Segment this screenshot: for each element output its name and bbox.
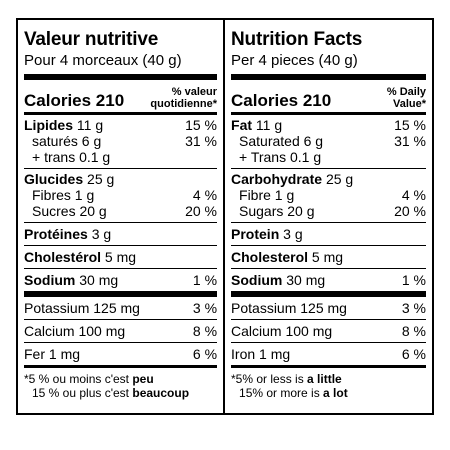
divider: [24, 342, 218, 343]
calories-label: Calories 210: [231, 91, 332, 110]
divider: [231, 291, 426, 297]
fat-row: Lipides 11 g 15 %: [24, 117, 218, 133]
fibre-row: Fibre 1 g 4 %: [239, 187, 426, 203]
divider: [231, 365, 426, 368]
fat-block: Lipides 11 g 15 % saturés 6 g 31 % + tra…: [24, 115, 217, 168]
serving-size: Per 4 pieces (40 g): [231, 52, 358, 69]
daily-value-header: % valeur quotidienne*: [150, 86, 218, 110]
potassium-row: Potassium 125 mg 3 %: [24, 300, 218, 316]
cholesterol-row: Cholestérol 5 mg: [24, 249, 137, 265]
trans-row: + Trans 0.1 g: [239, 149, 322, 165]
divider: [24, 112, 218, 115]
nutrition-label: Valeur nutritive Pour 4 morceaux (40 g) …: [16, 18, 434, 415]
divider: [231, 112, 426, 115]
fat-block: Fat 11 g 15 % Saturated 6 g 31 % + Trans…: [231, 115, 426, 168]
footnote: *5 % ou moins c'est peu 15 % ou plus c'e…: [24, 372, 190, 400]
daily-value-header: % Daily Value*: [386, 86, 426, 110]
calories-label: Calories 210: [24, 91, 125, 110]
panel-english: Nutrition Facts Per 4 pieces (40 g) Calo…: [225, 20, 432, 413]
protein-row: Protein 3 g: [231, 226, 303, 242]
sodium-row: Sodium 30 mg 1 %: [231, 272, 426, 288]
iron-row: Fer 1 mg 6 %: [24, 346, 218, 362]
serving-size: Pour 4 morceaux (40 g): [24, 52, 182, 69]
panel-title: Nutrition Facts: [231, 29, 363, 50]
iron-row: Iron 1 mg 6 %: [231, 346, 426, 362]
fibre-row: Fibres 1 g 4 %: [32, 187, 218, 203]
panel-title: Valeur nutritive: [24, 29, 159, 50]
trans-row: + trans 0.1 g: [32, 149, 111, 165]
potassium-row: Potassium 125 mg 3 %: [231, 300, 426, 316]
saturated-row: saturés 6 g 31 %: [32, 133, 218, 149]
divider: [231, 168, 426, 169]
carb-block: Carbohydrate 25 g Fibre 1 g 4 % Sugars 2…: [231, 169, 426, 222]
divider: [24, 365, 218, 368]
saturated-pct: 31 %: [185, 133, 218, 149]
divider: [231, 245, 426, 246]
sugar-row: Sucres 20 g 20 %: [32, 203, 218, 219]
sugar-row: Sugars 20 g 20 %: [239, 203, 426, 219]
divider: [231, 222, 426, 223]
divider: [24, 291, 218, 297]
fat-row: Fat 11 g 15 %: [231, 117, 426, 133]
protein-row: Protéines 3 g: [24, 226, 112, 242]
cholesterol-row: Cholesterol 5 mg: [231, 249, 344, 265]
calcium-row: Calcium 100 mg 8 %: [231, 323, 426, 339]
divider: [24, 168, 218, 169]
divider: [24, 222, 218, 223]
calcium-row: Calcium 100 mg 8 %: [24, 323, 218, 339]
divider: [24, 74, 218, 80]
divider: [24, 319, 218, 320]
divider: [231, 268, 426, 269]
divider: [231, 342, 426, 343]
fat-pct: 15 %: [185, 117, 218, 133]
carb-row: Glucides 25 g: [24, 171, 115, 187]
panel-french: Valeur nutritive Pour 4 morceaux (40 g) …: [18, 20, 226, 413]
calories-row: Calories 210 % valeur quotidienne*: [24, 80, 217, 112]
divider: [231, 74, 426, 80]
footnote: *5% or less is a little 15% or more is a…: [231, 372, 348, 400]
nutrient-name: Lipides: [24, 117, 74, 133]
sodium-row: Sodium 30 mg 1 %: [24, 272, 218, 288]
carb-row: Carbohydrate 25 g: [231, 171, 354, 187]
divider: [231, 319, 426, 320]
divider: [24, 245, 218, 246]
saturated-row: Saturated 6 g 31 %: [239, 133, 426, 149]
calories-row: Calories 210 % Daily Value*: [231, 80, 426, 112]
divider: [24, 268, 218, 269]
carb-block: Glucides 25 g Fibres 1 g 4 % Sucres 20 g…: [24, 169, 217, 222]
